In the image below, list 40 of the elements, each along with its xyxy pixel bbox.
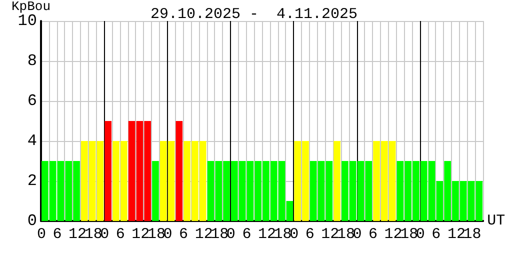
x-tick-label: 6 xyxy=(432,226,441,243)
x-tick-label: 12 xyxy=(194,226,213,243)
y-tick-label: 10 xyxy=(18,12,37,30)
y-tick-label: 0 xyxy=(27,212,37,230)
x-tick-label: 18 xyxy=(400,226,418,243)
x-tick-label: 0 xyxy=(416,226,425,243)
x-tick-label: 0 xyxy=(352,226,362,243)
x-tick-label: 0 xyxy=(163,226,172,243)
x-tick-label: 0 xyxy=(290,226,299,243)
y-tick-label: 8 xyxy=(27,52,37,70)
x-tick-label: 18 xyxy=(210,226,229,243)
x-tick-label: 18 xyxy=(463,226,482,243)
bar xyxy=(176,121,183,221)
x-tick-label: 6 xyxy=(305,226,314,243)
x-tick-label: 18 xyxy=(336,226,355,243)
x-tick-label: 12 xyxy=(321,226,340,243)
x-tick-label: 18 xyxy=(84,226,102,243)
bar xyxy=(334,141,340,221)
x-tick-label: 12 xyxy=(132,226,150,243)
y-axis-title: KpBou xyxy=(11,0,51,14)
y-tick-label: 6 xyxy=(27,92,37,110)
x-axis-title: UT xyxy=(487,212,506,230)
x-tick-label: 18 xyxy=(274,226,292,243)
x-tick-label: 12 xyxy=(384,226,402,243)
x-tick-label: 12 xyxy=(68,226,87,243)
x-tick-label: 12 xyxy=(258,226,276,243)
x-tick-label: 0 xyxy=(226,226,236,243)
x-tick-label: 6 xyxy=(116,226,125,243)
x-tick-label: 12 xyxy=(447,226,466,243)
y-tick-label: 4 xyxy=(27,132,37,150)
bar xyxy=(152,161,159,221)
x-tick-label: 0 xyxy=(100,226,110,243)
chart-title: 29.10.2025 - 4.11.2025 xyxy=(150,6,358,23)
x-tick-label: 6 xyxy=(179,226,188,243)
x-tick-label: 18 xyxy=(147,226,166,243)
x-tick-label: 6 xyxy=(242,226,252,243)
x-tick-label: 6 xyxy=(368,226,378,243)
x-tick-label: 6 xyxy=(52,226,62,243)
bar xyxy=(104,121,112,221)
y-tick-label: 2 xyxy=(27,172,37,190)
